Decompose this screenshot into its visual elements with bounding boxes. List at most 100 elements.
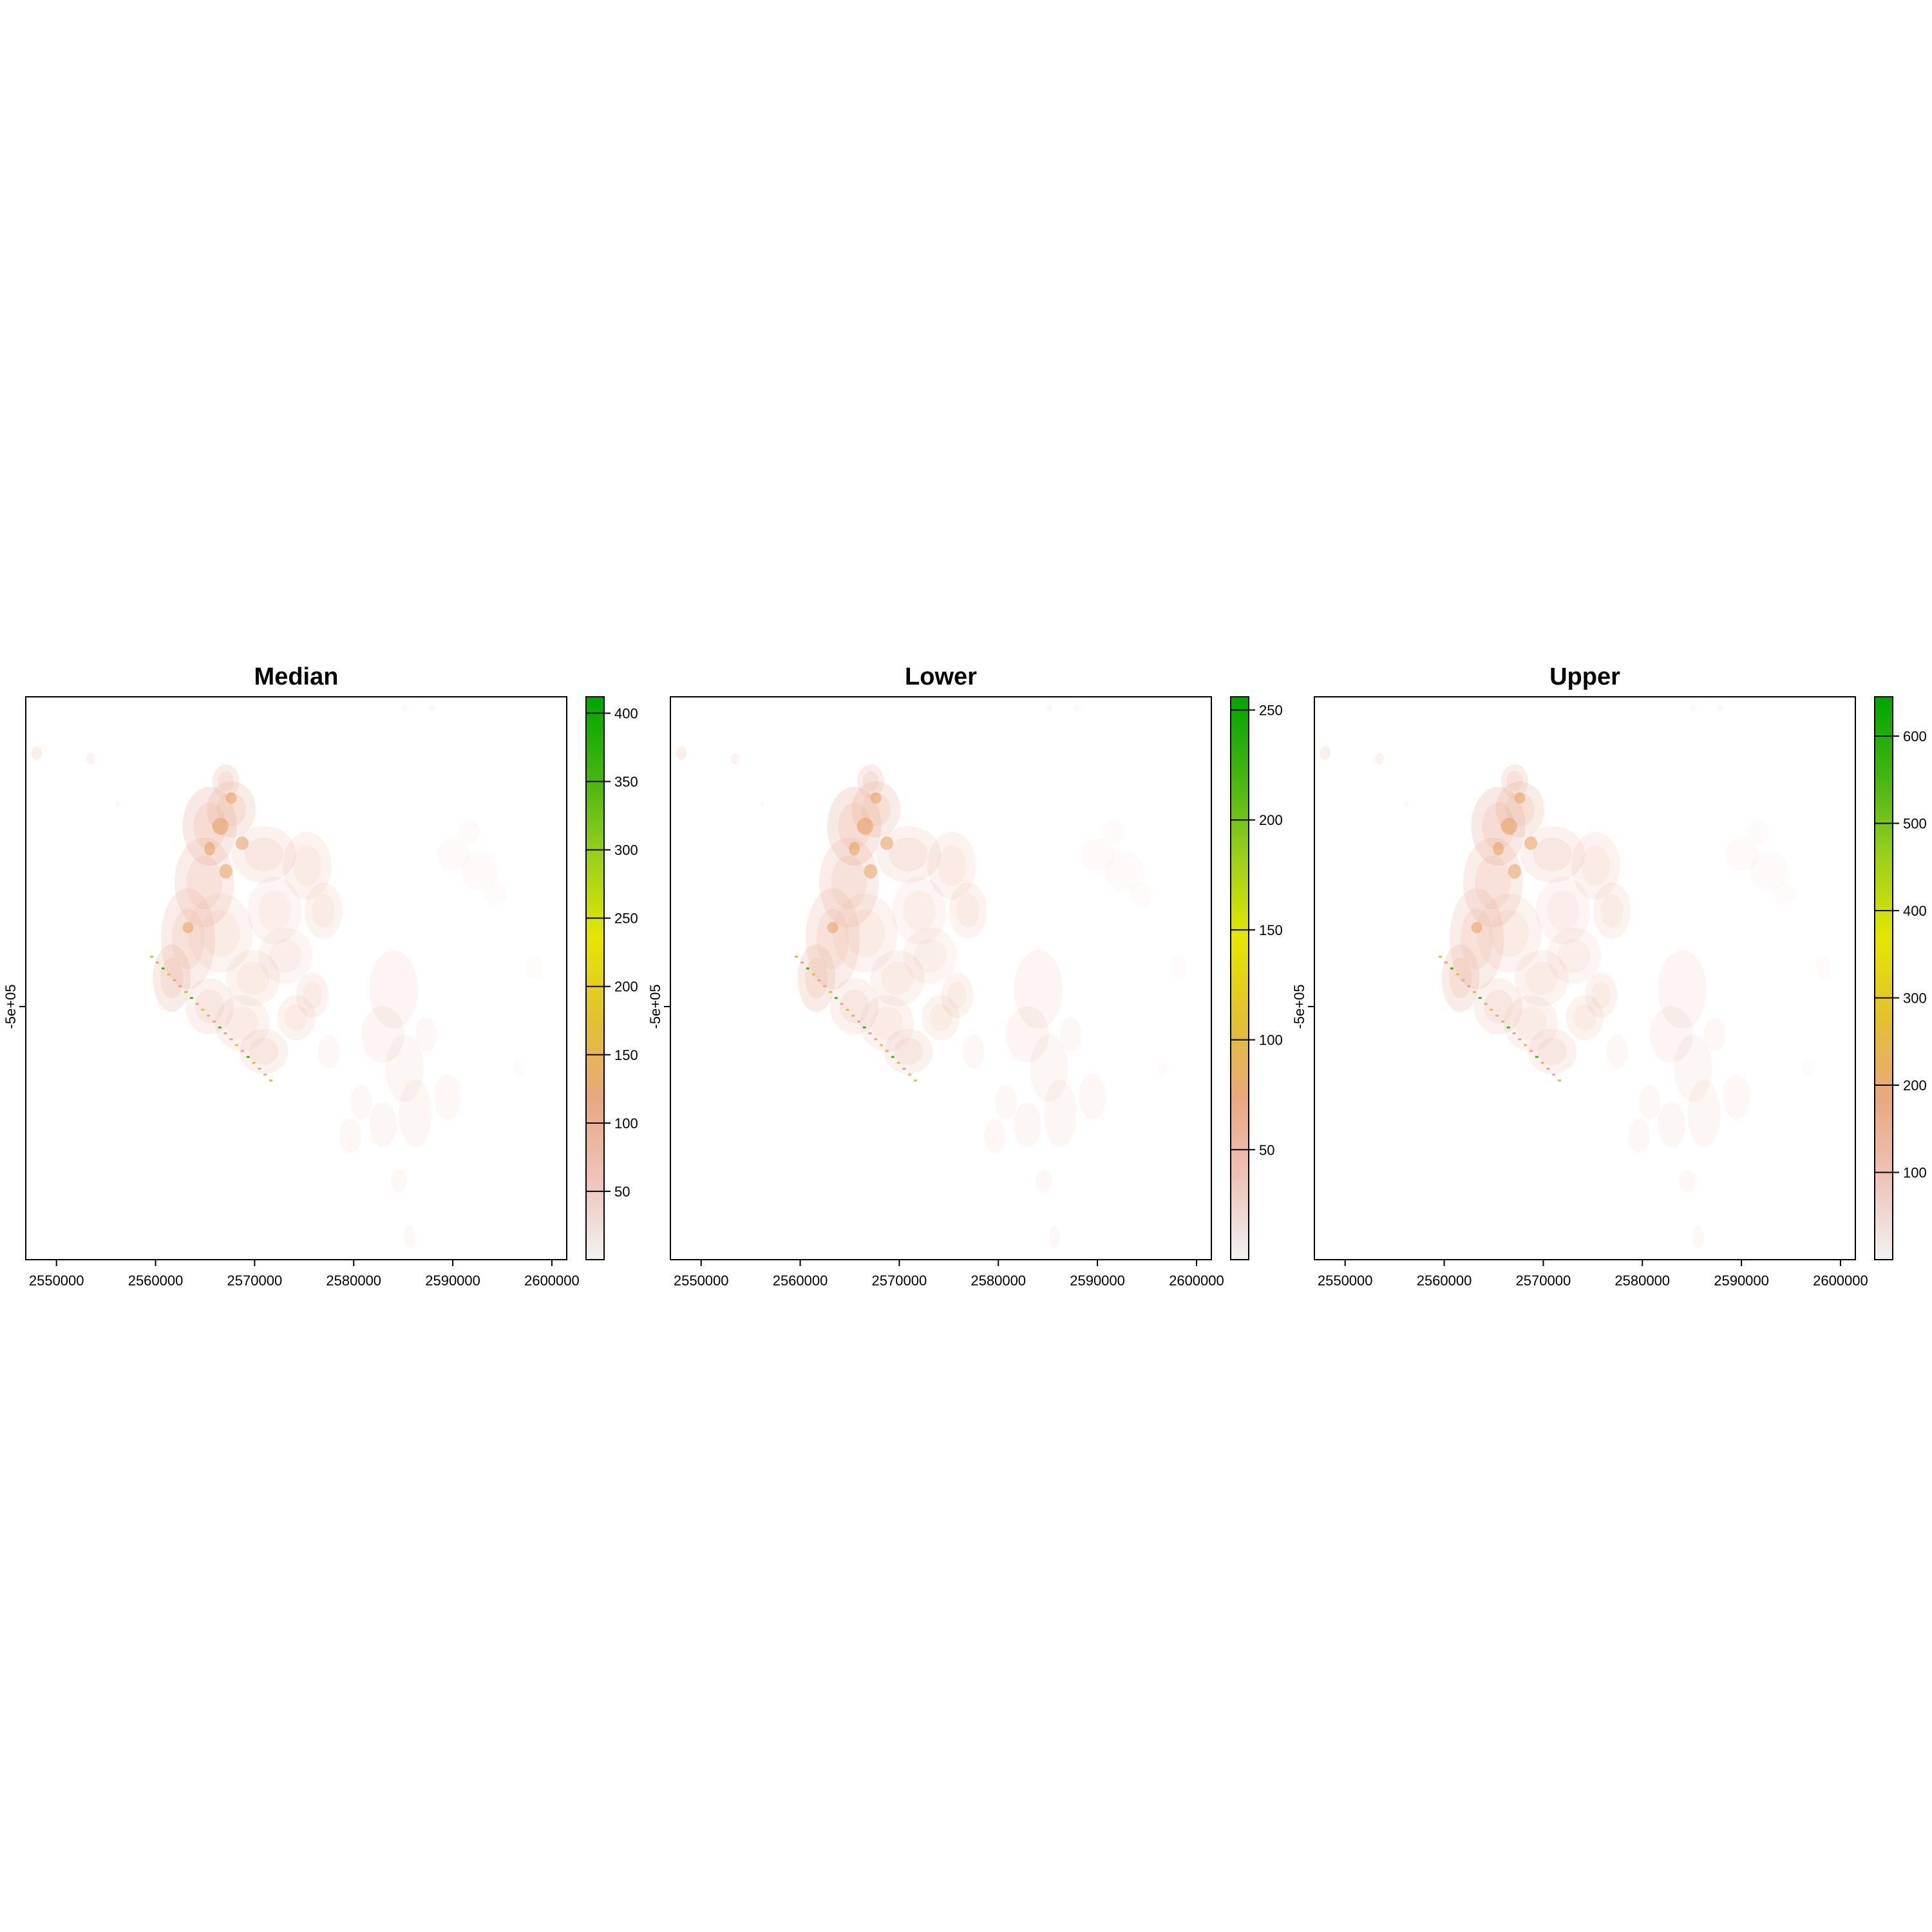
raster-cell — [811, 973, 815, 976]
raster-cell — [285, 1004, 308, 1032]
x-tick-label: 2570000 — [872, 1273, 927, 1289]
raster-cell — [526, 956, 543, 978]
legend-tick-label: 50 — [614, 1184, 630, 1200]
raster-cell — [1537, 1037, 1567, 1065]
raster-cell — [1043, 1079, 1077, 1148]
raster-cell — [1072, 705, 1080, 712]
legend-tick-label: 250 — [1259, 702, 1283, 718]
raster-cell — [806, 888, 860, 990]
raster-cell — [252, 1061, 256, 1064]
raster-cell — [204, 842, 215, 856]
raster-cell — [247, 876, 302, 945]
raster-cell — [816, 908, 849, 970]
raster-cell — [212, 817, 229, 835]
raster-cell — [296, 972, 329, 1018]
raster-cell — [1508, 864, 1521, 879]
raster-cell — [1649, 1006, 1693, 1063]
raster-cell — [874, 1038, 878, 1041]
raster-cell — [1477, 893, 1542, 973]
raster-cell — [1484, 1003, 1488, 1005]
raster-cell — [1628, 1119, 1650, 1153]
raster-cell — [1157, 1059, 1168, 1077]
raster-cell — [1171, 956, 1188, 978]
x-tick-label: 2570000 — [227, 1273, 283, 1289]
raster-cell — [891, 1056, 895, 1058]
raster-cell — [1130, 882, 1152, 905]
raster-cell — [1495, 1014, 1499, 1017]
raster-cell — [1524, 836, 1538, 850]
raster-cell — [805, 958, 828, 999]
raster-cell — [884, 1028, 933, 1074]
legend-tick-label: 100 — [614, 1115, 638, 1132]
raster-cell — [1504, 995, 1558, 1052]
plot-frame — [1314, 696, 1856, 1260]
raster-cell — [840, 1003, 844, 1005]
raster-cell — [1375, 753, 1384, 764]
legend-tick-label: 500 — [1903, 815, 1927, 831]
raster-cell — [236, 961, 269, 996]
raster-cell — [385, 1034, 424, 1103]
raster-cell — [760, 800, 765, 807]
raster-cell — [962, 1034, 985, 1068]
raster-cell — [1049, 1226, 1060, 1249]
raster-cell — [908, 1074, 912, 1076]
raster-cell — [862, 771, 879, 791]
raster-cell — [399, 1079, 431, 1148]
raster-cell — [283, 831, 332, 900]
raster-cell — [1473, 990, 1476, 993]
raster-cell — [1450, 888, 1504, 990]
raster-cell — [178, 985, 182, 987]
panel-title: Upper — [1549, 663, 1620, 690]
y-tick-label: -5e+05 — [1291, 984, 1307, 1028]
raster-cell — [1540, 1061, 1544, 1064]
legend-colorbar — [585, 696, 605, 1260]
raster-cell — [947, 981, 967, 1009]
raster-cell — [486, 882, 507, 905]
raster-cell — [1482, 802, 1515, 850]
raster-cell — [1571, 831, 1620, 900]
raster-cell — [1585, 972, 1618, 1018]
y-tick-label: -5e+05 — [3, 984, 19, 1028]
raster-cell — [1566, 995, 1604, 1041]
raster-cell — [1455, 973, 1459, 976]
raster-cell — [1518, 1038, 1522, 1041]
legend-tick-label: 400 — [614, 705, 638, 721]
raster-cell — [182, 922, 194, 934]
plot-frame — [670, 696, 1212, 1260]
legend-tick-label: 600 — [1903, 728, 1927, 744]
raster-cell — [1723, 1074, 1750, 1119]
raster-cell — [1581, 845, 1611, 886]
raster-cell — [857, 817, 873, 835]
raster-cell — [827, 922, 838, 934]
raster-cell — [868, 1032, 872, 1035]
raster-cell — [937, 845, 967, 886]
raster-layer — [676, 705, 1188, 1249]
raster-cell — [369, 1102, 397, 1148]
raster-layer — [1320, 705, 1832, 1249]
raster-cell — [188, 893, 253, 973]
raster-cell — [819, 837, 879, 928]
raster-cell — [434, 1074, 462, 1119]
panel-lower: Lower 2550000 2560000 2570000 2580000 2590000… — [647, 663, 1283, 1289]
raster-cell — [404, 1226, 415, 1249]
raster-cell — [914, 1079, 917, 1082]
raster-cell — [1658, 1102, 1685, 1148]
raster-cell — [1693, 1226, 1704, 1249]
raster-cell — [1036, 1170, 1052, 1193]
raster-cell — [339, 1119, 361, 1153]
raster-cell — [219, 864, 232, 879]
raster-cell — [1674, 1034, 1712, 1103]
raster-cell — [207, 1014, 211, 1017]
raster-cell — [194, 989, 225, 1023]
raster-cell — [161, 888, 215, 990]
legend-tick-label: 200 — [1903, 1077, 1927, 1094]
raster-cell — [902, 1068, 906, 1070]
raster-cell — [817, 979, 821, 981]
raster-cell — [312, 893, 335, 928]
raster-cell — [800, 961, 804, 964]
legend-tick-label: 100 — [1259, 1032, 1283, 1048]
raster-cell — [1081, 837, 1114, 871]
raster-cell — [161, 967, 165, 970]
raster-cell — [1490, 1009, 1493, 1011]
